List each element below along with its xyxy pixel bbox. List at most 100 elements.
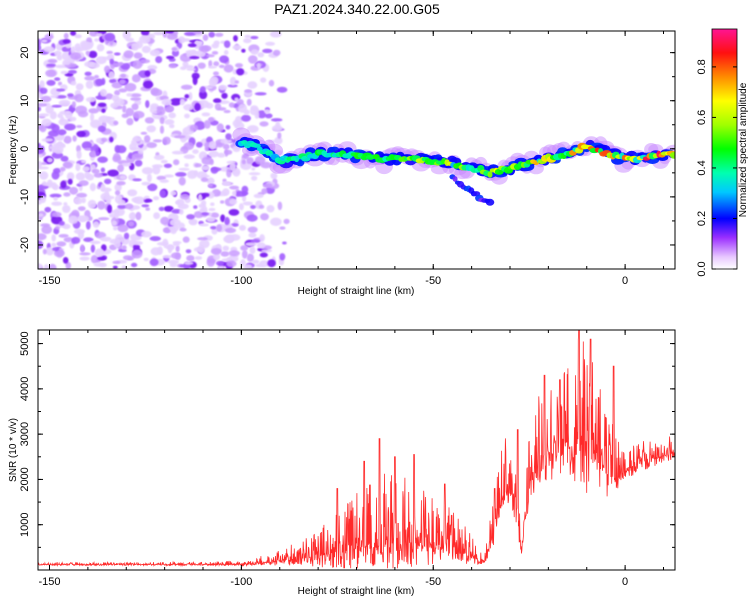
noise-blob: [132, 110, 145, 119]
noise-blob: [63, 237, 74, 243]
noise-blob: [211, 227, 218, 235]
noise-blob: [44, 206, 52, 213]
noise-blob: [210, 202, 215, 206]
noise-blob: [270, 118, 283, 122]
noise-blob: [221, 92, 228, 99]
noise-blob: [38, 44, 42, 52]
noise-blob: [51, 211, 62, 218]
noise-blob: [88, 50, 98, 59]
noise-blob: [236, 99, 244, 106]
noise-blob: [118, 62, 124, 66]
noise-blob: [165, 31, 174, 34]
noise-blob: [72, 135, 77, 142]
noise-blob: [243, 264, 253, 269]
noise-blob: [183, 142, 194, 151]
noise-blob: [155, 56, 163, 64]
noise-blob: [208, 150, 219, 158]
y-tick-label: -20: [19, 237, 31, 253]
noise-blob: [262, 183, 273, 189]
noise-blob: [68, 107, 76, 112]
noise-blob: [132, 60, 143, 69]
noise-blob: [144, 117, 155, 124]
noise-blob: [127, 189, 138, 197]
noise-blob: [40, 223, 51, 228]
noise-blob: [222, 245, 230, 251]
noise-blob: [238, 103, 247, 113]
noise-blob: [260, 213, 269, 221]
noise-blob: [131, 43, 139, 51]
snr-plot-area: [38, 330, 675, 569]
noise-blob: [257, 110, 267, 119]
noise-blob: [54, 226, 60, 230]
noise-blob: [120, 73, 127, 78]
noise-blob: [122, 105, 127, 113]
noise-blob: [38, 263, 43, 269]
noise-blob: [224, 149, 233, 155]
noise-blob: [135, 211, 142, 221]
noise-blob: [184, 163, 189, 168]
noise-blob: [199, 86, 206, 94]
noise-blob: [274, 136, 283, 145]
noise-blob: [192, 149, 199, 155]
noise-blob: [132, 178, 142, 182]
noise-blob: [114, 190, 121, 196]
noise-blob: [244, 34, 251, 39]
noise-blob: [111, 220, 118, 226]
noise-blob: [105, 93, 114, 100]
noise-blob: [51, 201, 63, 206]
noise-blob: [109, 78, 117, 84]
noise-blob: [104, 32, 116, 42]
noise-blob: [222, 143, 230, 150]
noise-blob: [215, 260, 225, 266]
noise-blob: [230, 223, 239, 227]
noise-blob: [158, 206, 165, 212]
noise-blob: [157, 246, 163, 255]
noise-blob: [43, 46, 55, 53]
noise-blob: [159, 125, 165, 134]
noise-blob: [146, 173, 152, 183]
noise-blob: [124, 203, 134, 210]
noise-blob: [247, 226, 258, 233]
noise-blob: [256, 62, 261, 70]
noise-blob: [108, 71, 115, 80]
noise-blob: [201, 156, 213, 165]
noise-blob: [80, 244, 85, 253]
noise-blob: [78, 180, 89, 187]
noise-blob: [264, 109, 270, 114]
noise-blob: [64, 123, 76, 131]
noise-blob: [153, 154, 165, 161]
noise-blob: [193, 205, 198, 209]
noise-blob: [133, 243, 140, 252]
noise-blob: [97, 125, 106, 133]
noise-blob: [55, 95, 67, 99]
noise-blob: [153, 31, 164, 36]
noise-blob: [251, 175, 258, 181]
noise-blob: [147, 183, 158, 192]
noise-blob: [208, 117, 215, 123]
noise-blob: [179, 227, 187, 232]
noise-blob: [175, 172, 187, 177]
noise-blob: [272, 49, 281, 56]
noise-blob: [206, 216, 216, 223]
noise-blob: [149, 49, 161, 57]
noise-blob: [229, 198, 238, 205]
noise-blob: [114, 183, 122, 192]
noise-blob: [81, 197, 86, 204]
noise-blob: [84, 75, 96, 81]
x-tick-label: 0: [622, 275, 628, 287]
noise-blob: [107, 204, 112, 214]
noise-blob: [96, 43, 105, 52]
noise-blob: [58, 99, 71, 107]
noise-blob: [241, 48, 246, 53]
y-tick-label: 20: [19, 47, 31, 59]
noise-blob: [166, 33, 178, 40]
noise-blob: [140, 131, 148, 135]
chart-title: PAZ1.2024.340.22.00.G05: [274, 1, 440, 17]
noise-blob: [46, 63, 56, 67]
noise-blob: [192, 76, 198, 86]
noise-blob: [243, 38, 252, 44]
noise-blob: [60, 70, 68, 75]
noise-blob: [89, 240, 101, 245]
ridge-cell: [241, 140, 248, 145]
noise-blob: [220, 214, 226, 223]
